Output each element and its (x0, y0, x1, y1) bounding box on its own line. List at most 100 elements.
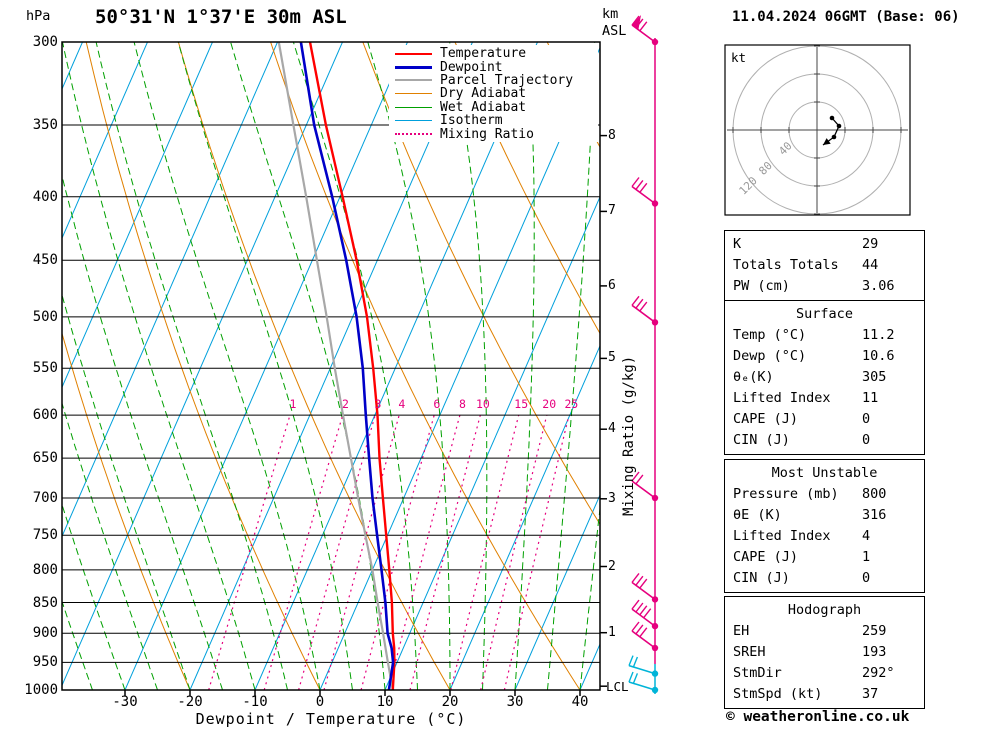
pressure-tick-label: 800 (32, 561, 58, 578)
km-tick-label: 4 (608, 421, 616, 437)
km-tick-label: 7 (608, 203, 616, 219)
km-tick-label: 3 (608, 490, 616, 506)
stats-label: EH (733, 623, 750, 639)
stats-label: Pressure (mb) (733, 486, 839, 502)
km-tick-label: 5 (608, 350, 616, 366)
temperature-tick-label: 20 (441, 694, 459, 710)
hodograph-unit-label: kt (731, 50, 747, 65)
pressure-tick-label: 900 (32, 625, 58, 642)
stats-value: 11 (862, 390, 879, 406)
pressure-tick-label: 700 (32, 490, 58, 507)
pressure-tick-label: 300 (32, 34, 58, 50)
pressure-tick-label: 350 (32, 116, 58, 133)
svg-text:8: 8 (459, 397, 466, 411)
stats-label: CIN (J) (733, 432, 790, 448)
svg-text:25: 25 (564, 397, 578, 411)
svg-text:6: 6 (433, 397, 440, 411)
stats-value: 259 (862, 623, 887, 639)
stats-row: SREH 193 (733, 642, 924, 663)
stats-label: θₑ(K) (733, 369, 774, 385)
stats-row: Lifted Index 4 (733, 526, 924, 547)
temperature-tick-label: 30 (506, 694, 524, 710)
stats-label: CAPE (J) (733, 549, 799, 565)
svg-text:20: 20 (542, 397, 556, 411)
stats-label: Lifted Index (733, 390, 831, 406)
copyright: © weatheronline.co.uk (726, 709, 910, 725)
stats-row: Lifted Index 11 (733, 388, 924, 409)
lcl-label: LCL (606, 679, 629, 694)
legend-item: Dewpoint (389, 60, 598, 75)
pressure-tick-label: 500 (32, 308, 58, 325)
stats-row: CAPE (J) 1 (733, 547, 924, 568)
km-tick-label: 2 (608, 558, 616, 574)
svg-text:3: 3 (375, 397, 382, 411)
pressure-tick-label: 1000 (24, 682, 58, 698)
legend-line-sample (395, 79, 432, 82)
svg-text:15: 15 (514, 397, 528, 411)
legend-line-sample (395, 52, 432, 55)
stats-label: SREH (733, 644, 766, 660)
stats-row: StmDir 292° (733, 663, 924, 684)
legend-label: Isotherm (440, 113, 503, 129)
legend-item: Parcel Trajectory (389, 72, 598, 88)
stats-label: StmSpd (kt) (733, 686, 823, 702)
stats-value: 11.2 (862, 327, 895, 343)
temperature-tick-label: 0 (315, 694, 325, 710)
stats-row: CAPE (J) 0 (733, 409, 924, 430)
stats-box: K 29 Totals Totals 44 PW (cm) 3.06 (724, 230, 925, 301)
stats-value: 10.6 (862, 348, 895, 364)
stats-value: 193 (862, 644, 887, 660)
mixing-ratio-axis-label: Mixing Ratio (g/kg) (621, 355, 637, 516)
pressure-axis-unit: hPa (26, 8, 51, 24)
legend-line-sample (395, 133, 432, 136)
stats-value: 0 (862, 432, 871, 448)
stats-box: Most Unstable Pressure (mb) 800 θE (K) 316 Li… (724, 459, 925, 593)
pressure-tick-label: 650 (32, 450, 58, 467)
stats-value: 37 (862, 686, 879, 702)
stats-row: CIN (J) 0 (733, 430, 924, 451)
x-axis-label: Dewpoint / Temperature (°C) (195, 710, 467, 728)
svg-text:10: 10 (476, 397, 490, 411)
stats-value: 3.06 (862, 278, 895, 294)
temperature-tick-label: -30 (112, 694, 138, 710)
svg-text:4: 4 (398, 397, 405, 411)
km-tick-label: 8 (608, 127, 616, 143)
legend-line-sample (395, 120, 432, 122)
stats-row: Dewp (°C) 10.6 (733, 346, 924, 367)
stats-value: 305 (862, 369, 887, 385)
stats-box: Surface Temp (°C) 11.2 Dewp (°C) 10.6 θₑ(K) 30… (724, 300, 925, 455)
stats-box: Hodograph EH 259 SREH 193 StmDir 292° StmSpd (k… (724, 596, 925, 709)
legend-line-sample (395, 106, 432, 108)
stats-box-header: Most Unstable (771, 465, 878, 481)
temperature-tick-label: 40 (571, 694, 589, 710)
datetime-label: 11.04.2024 06GMT (Base: 06) (732, 9, 960, 25)
stats-box-header: Hodograph (787, 602, 862, 618)
legend-label: Wet Adiabat (440, 99, 527, 115)
legend-label: Temperature (440, 46, 527, 62)
stats-label: StmDir (733, 665, 782, 681)
temperature-tick-label: 10 (376, 694, 394, 710)
stats-label: Lifted Index (733, 528, 831, 544)
svg-text:2: 2 (342, 397, 349, 411)
stats-value: 1 (862, 549, 871, 565)
stats-label: Dewp (°C) (733, 348, 807, 364)
legend-label: Parcel Trajectory (440, 72, 574, 88)
pressure-tick-label: 600 (32, 407, 58, 424)
stats-row: CIN (J) 0 (733, 568, 924, 589)
legend-line-sample (395, 93, 432, 95)
legend-item: Isotherm (389, 113, 598, 129)
km-tick-label: 6 (608, 277, 616, 293)
stats-label: CIN (J) (733, 570, 790, 586)
legend-item: Wet Adiabat (389, 99, 598, 115)
pressure-tick-label: 550 (32, 360, 58, 377)
stats-value: 800 (862, 486, 887, 502)
km-asl-axis-label: km ASL (602, 6, 627, 39)
pressure-tick-label: 450 (32, 252, 58, 269)
stats-box-header: Surface (796, 306, 853, 322)
pressure-tick-label: 950 (32, 654, 58, 671)
stats-value: 0 (862, 570, 871, 586)
legend-label: Dry Adiabat (440, 86, 527, 102)
stats-label: Totals Totals (733, 257, 839, 273)
legend-label: Mixing Ratio (440, 126, 534, 142)
